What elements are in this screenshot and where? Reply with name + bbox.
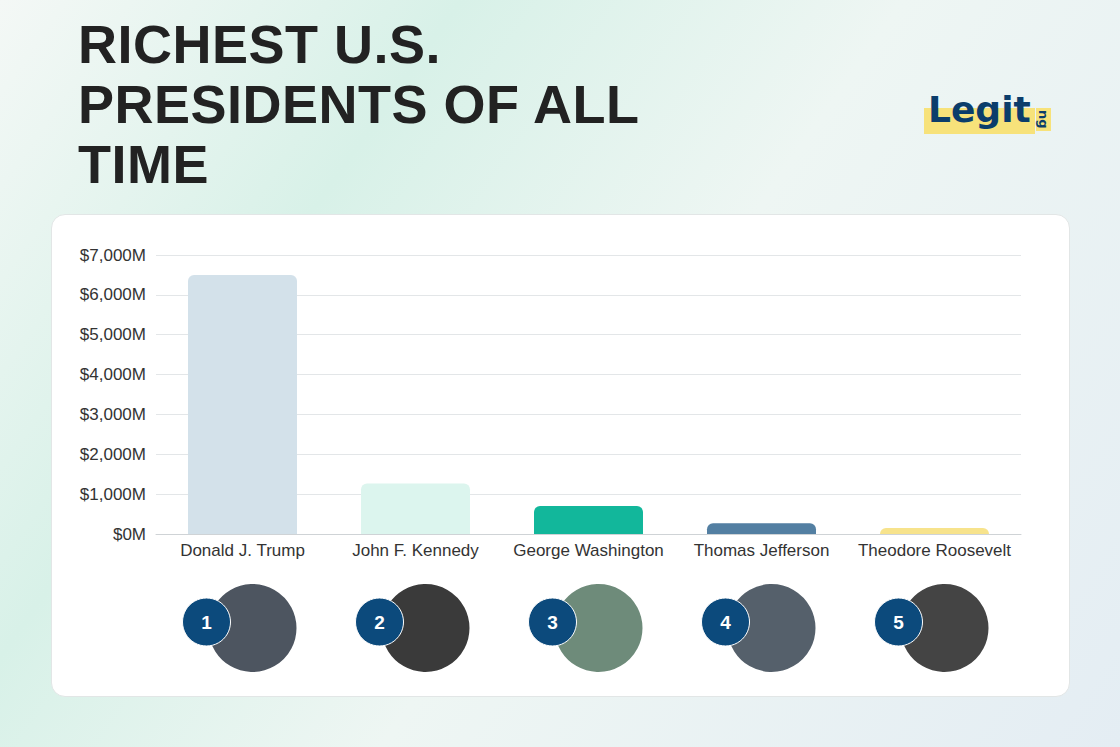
svg-text:George Washington: George Washington	[513, 541, 664, 560]
svg-text:2: 2	[374, 612, 385, 633]
svg-text:$4,000M: $4,000M	[80, 365, 146, 384]
svg-text:$0M: $0M	[113, 525, 146, 544]
svg-text:$5,000M: $5,000M	[80, 325, 146, 344]
svg-text:$2,000M: $2,000M	[80, 445, 146, 464]
svg-text:Thomas Jefferson: Thomas Jefferson	[694, 541, 830, 560]
svg-text:4: 4	[720, 612, 731, 633]
svg-text:$7,000M: $7,000M	[80, 246, 146, 265]
svg-text:$6,000M: $6,000M	[80, 285, 146, 304]
html-text:RICHEST U.S. PRESIDENTS OF ALL: RICHEST U.S. PRESIDENTS OF ALL TIME	[78, 14, 639, 194]
svg-text:Theodore Roosevelt: Theodore Roosevelt	[858, 541, 1011, 560]
svg-text:Donald J. Trump: Donald J. Trump	[180, 541, 305, 560]
svg-text:$1,000M: $1,000M	[80, 485, 146, 504]
svg-text:John F. Kennedy: John F. Kennedy	[352, 541, 479, 560]
html-text:Legit: Legit	[928, 89, 1031, 130]
svg-text:1: 1	[201, 612, 212, 633]
svg-text:$3,000M: $3,000M	[80, 405, 146, 424]
html-text:ng: ng	[1035, 110, 1051, 129]
svg-text:3: 3	[547, 612, 558, 633]
svg-text:5: 5	[893, 612, 904, 633]
